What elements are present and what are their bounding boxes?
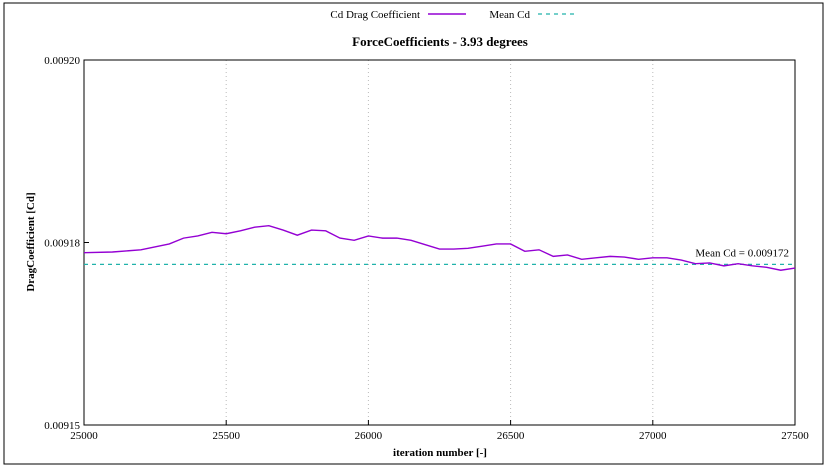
mean-annotation: Mean Cd = 0.009172 <box>695 247 789 259</box>
x-axis-label: iteration number [-] <box>393 447 487 459</box>
x-tick-label: 26000 <box>355 430 383 442</box>
y-tick-label: 0.00920 <box>44 55 80 67</box>
x-tick-label: 27000 <box>639 430 667 442</box>
legend-label: Mean Cd <box>489 9 530 21</box>
y-tick-label: 0.00915 <box>44 420 80 432</box>
legend-label: Cd Drag Coefficient <box>330 9 420 21</box>
frame <box>3 2 824 465</box>
y-axis-label: DragCoefficient [Cd] <box>25 192 37 291</box>
chart-title: ForceCoefficients - 3.93 degrees <box>352 34 528 49</box>
x-tick-label: 26500 <box>497 430 525 442</box>
plot-border <box>83 59 796 426</box>
x-tick-label: 25500 <box>212 430 240 442</box>
y-tick-label: 0.00918 <box>44 238 80 250</box>
data-line <box>83 224 796 271</box>
x-tick-label: 27500 <box>781 430 809 442</box>
x-tick-label: 25000 <box>70 430 98 442</box>
